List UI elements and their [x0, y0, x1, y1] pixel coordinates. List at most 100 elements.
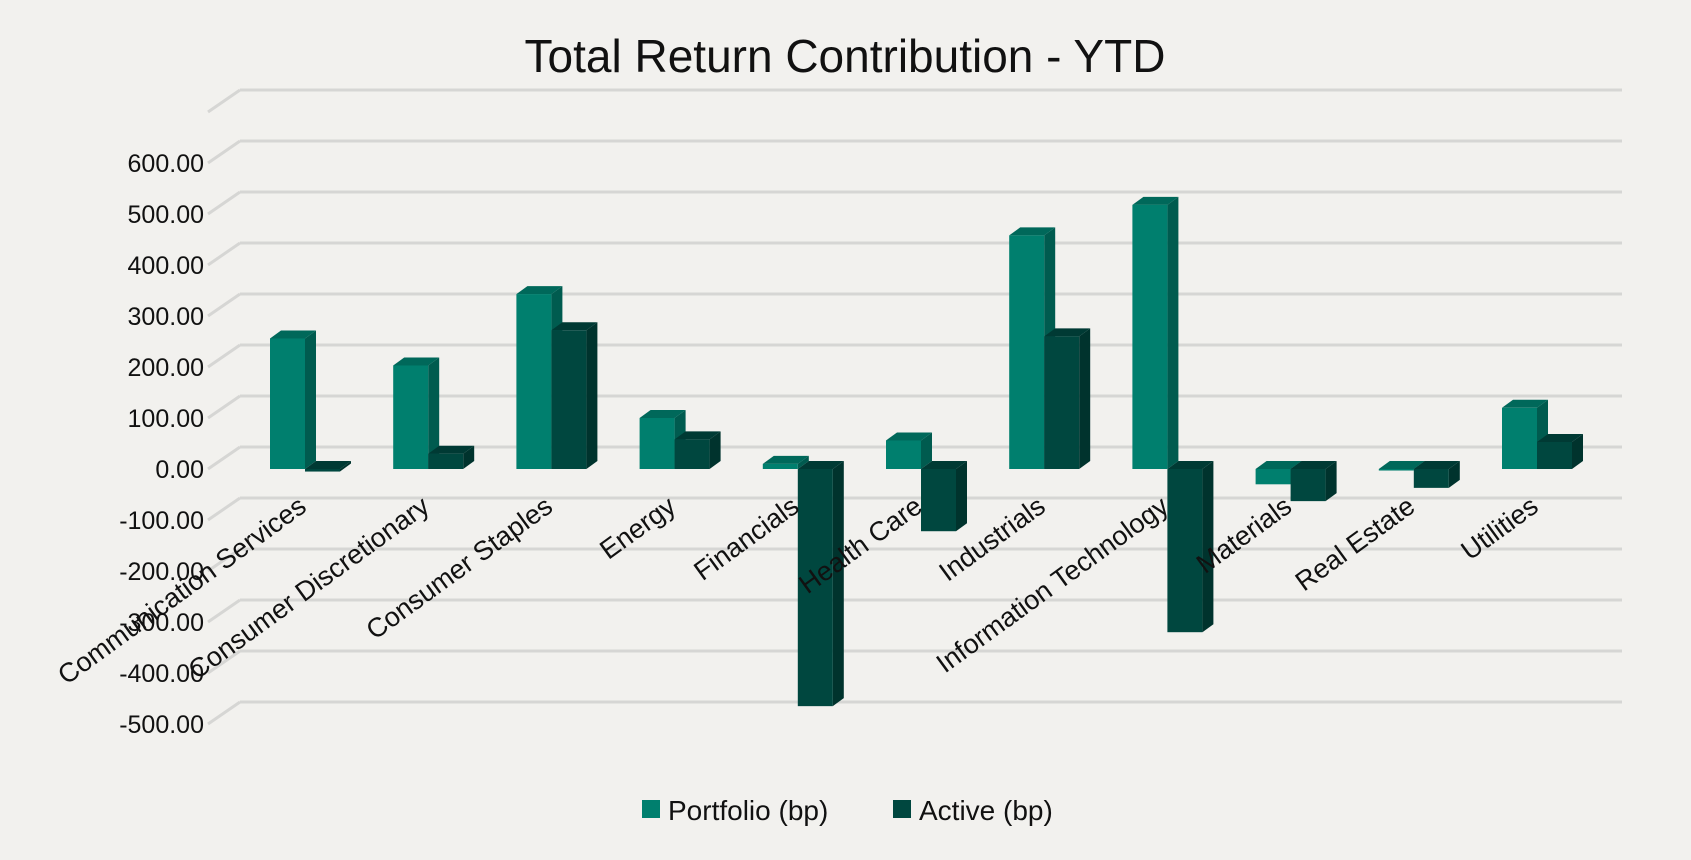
bar-top — [886, 432, 932, 441]
bar-active — [551, 322, 598, 469]
category-label: Energy — [594, 490, 681, 565]
bar-top — [639, 410, 686, 418]
bar-top — [270, 330, 316, 339]
legend-label-portfolio: Portfolio (bp) — [668, 795, 828, 826]
legend: Portfolio (bp) Active (bp) — [642, 795, 1053, 826]
bar-active — [674, 431, 721, 469]
bar-active — [1167, 461, 1214, 633]
bar-front — [1413, 469, 1449, 488]
bar-front — [516, 294, 552, 469]
bar-top — [1167, 461, 1214, 469]
bar-front — [1255, 469, 1291, 485]
bar-top — [1502, 399, 1548, 408]
gridline-depth — [207, 241, 241, 267]
bar-side — [956, 461, 967, 532]
chart-title: Total Return Contribution - YTD — [525, 30, 1166, 82]
y-axis-ticks: 600.00 500.00 400.00 300.00 200.00 100.00 0.00… — [119, 150, 204, 739]
bar-side — [1448, 461, 1460, 488]
bar-active — [1537, 433, 1583, 469]
gridline-depth — [207, 343, 241, 369]
bar-top — [674, 431, 721, 440]
gridline-depth — [207, 649, 241, 675]
bar-front — [886, 440, 921, 469]
bar-top — [393, 357, 440, 366]
y-tick-label: 500.00 — [128, 201, 204, 229]
y-tick-label: 600.00 — [128, 150, 204, 178]
bar-side — [340, 461, 351, 472]
bar-top — [1255, 461, 1302, 469]
bar-front — [1167, 469, 1203, 633]
bar-top — [921, 461, 967, 469]
bar-portfolio — [393, 357, 440, 469]
bar-top — [1044, 328, 1091, 337]
y-tick-label: 200.00 — [128, 354, 204, 382]
bar-top — [516, 286, 563, 295]
bar-top — [1537, 433, 1583, 442]
bar-side — [797, 455, 809, 469]
bar-front — [1537, 441, 1572, 469]
bar-active — [1290, 461, 1337, 502]
y-tick-label: 300.00 — [128, 303, 204, 331]
category-label: Utilities — [1455, 491, 1543, 566]
bar-active — [797, 461, 844, 707]
bar-side — [1079, 328, 1091, 469]
y-tick-label: -100.00 — [119, 507, 204, 535]
gridline-depth — [207, 292, 241, 318]
gridline-depth — [207, 700, 241, 726]
bar-side — [1572, 433, 1583, 469]
bar-top — [762, 455, 809, 464]
legend-swatch-active — [893, 800, 911, 818]
bar-side — [1325, 461, 1337, 502]
bar-portfolio — [1132, 196, 1179, 469]
bar-front — [1009, 235, 1045, 469]
bar-front — [1502, 407, 1537, 469]
bar-side — [586, 322, 598, 469]
bar-side — [305, 330, 316, 469]
bar-top — [1378, 461, 1425, 469]
bar-active — [305, 461, 351, 472]
bar-top — [428, 445, 475, 454]
bar-active — [1413, 461, 1460, 488]
bar-top — [305, 461, 351, 469]
gridline-depth — [207, 547, 241, 573]
bar-portfolio — [886, 432, 932, 469]
gridline-depth — [207, 88, 241, 114]
bar-side — [1167, 196, 1179, 469]
y-tick-label: -200.00 — [119, 558, 204, 586]
y-tick-label: 400.00 — [128, 252, 204, 280]
bar-side — [1202, 461, 1214, 633]
bar-top — [1009, 227, 1056, 236]
bar-front — [1132, 204, 1168, 469]
y-tick-label: -500.00 — [119, 711, 204, 739]
bar-active — [921, 461, 967, 532]
category-label: Financials — [688, 491, 804, 587]
y-tick-label: -400.00 — [119, 660, 204, 688]
bar-front — [921, 469, 956, 532]
bar-active — [1044, 328, 1091, 469]
bar-front — [270, 338, 305, 469]
bar-active — [428, 445, 475, 469]
bar-front — [393, 365, 429, 469]
y-tick-label: 100.00 — [128, 405, 204, 433]
y-tick-label: 0.00 — [155, 456, 204, 484]
bar-front — [428, 453, 464, 469]
gridline-depth — [207, 496, 241, 522]
bar-front — [797, 469, 833, 707]
gridline-depth — [207, 445, 241, 471]
gridline-depth — [207, 190, 241, 216]
bar-top — [1413, 461, 1460, 469]
bar-portfolio — [762, 455, 809, 469]
category-label: Real Estate — [1290, 491, 1421, 597]
bar-front — [674, 439, 710, 469]
bar-top — [551, 322, 598, 331]
bar-side — [463, 445, 475, 469]
bar-front — [762, 463, 798, 469]
bar-side — [709, 431, 721, 469]
bar-side — [428, 357, 440, 469]
gridline-depth — [207, 598, 241, 624]
bar-top — [797, 461, 844, 469]
legend-label-active: Active (bp) — [919, 795, 1053, 826]
gridline-depth — [207, 139, 241, 165]
